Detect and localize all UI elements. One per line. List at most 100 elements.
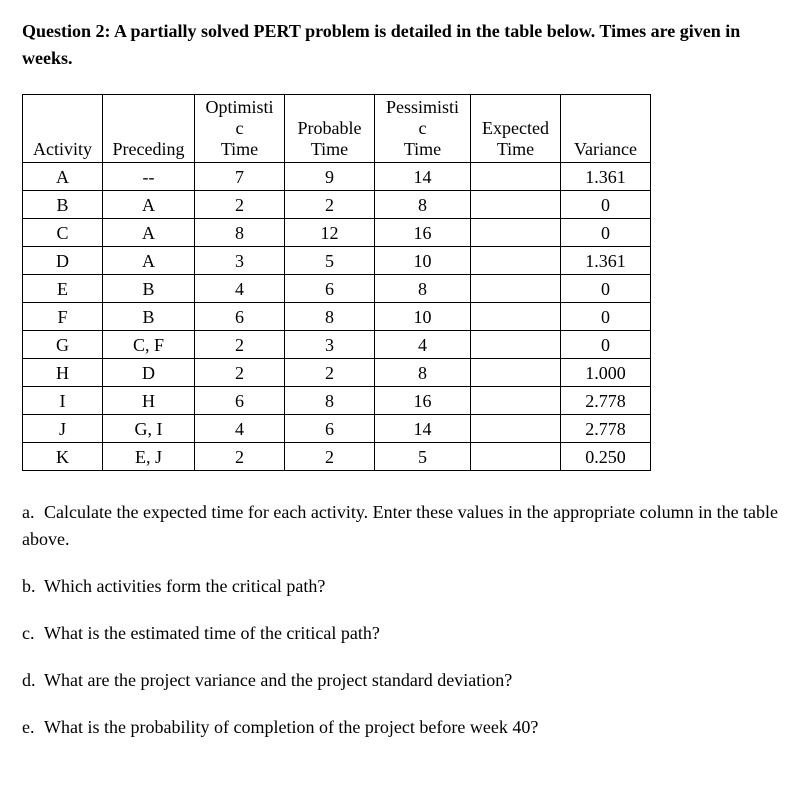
cell-pess: 14 <box>375 163 471 191</box>
cell-activity: I <box>23 387 103 415</box>
cell-var: 2.778 <box>561 387 651 415</box>
cell-exp <box>471 247 561 275</box>
cell-preceding: H <box>103 387 195 415</box>
cell-pess: 14 <box>375 415 471 443</box>
cell-var: 0 <box>561 275 651 303</box>
sub-question-d: d.What are the project variance and the … <box>22 667 790 694</box>
cell-var: 0.250 <box>561 443 651 471</box>
sub-questions-container: a.Calculate the expected time for each a… <box>22 499 790 741</box>
cell-opt: 7 <box>195 163 285 191</box>
cell-var: 1.000 <box>561 359 651 387</box>
cell-exp <box>471 359 561 387</box>
cell-prob: 6 <box>285 275 375 303</box>
cell-opt: 3 <box>195 247 285 275</box>
cell-activity: K <box>23 443 103 471</box>
question-title: Question 2: A partially solved PERT prob… <box>22 18 790 72</box>
cell-var: 0 <box>561 331 651 359</box>
cell-activity: G <box>23 331 103 359</box>
cell-pess: 8 <box>375 275 471 303</box>
cell-preceding: A <box>103 191 195 219</box>
cell-prob: 2 <box>285 191 375 219</box>
sub-q-text: Which activities form the critical path? <box>44 576 325 596</box>
cell-preceding: C, F <box>103 331 195 359</box>
header-pessimistic: PessimisticTime <box>375 95 471 163</box>
sub-question-e: e.What is the probability of completion … <box>22 714 790 741</box>
cell-exp <box>471 275 561 303</box>
cell-prob: 5 <box>285 247 375 275</box>
cell-preceding: D <box>103 359 195 387</box>
table-row: IH6816 2.778 <box>23 387 651 415</box>
sub-q-text: What is the estimated time of the critic… <box>44 623 380 643</box>
table-row: CA81216 0 <box>23 219 651 247</box>
cell-preceding: -- <box>103 163 195 191</box>
cell-activity: H <box>23 359 103 387</box>
cell-opt: 2 <box>195 331 285 359</box>
cell-activity: B <box>23 191 103 219</box>
header-activity: Activity <box>23 95 103 163</box>
cell-opt: 6 <box>195 303 285 331</box>
cell-prob: 6 <box>285 415 375 443</box>
cell-pess: 16 <box>375 387 471 415</box>
sub-question-c: c.What is the estimated time of the crit… <box>22 620 790 647</box>
cell-pess: 16 <box>375 219 471 247</box>
cell-activity: F <box>23 303 103 331</box>
cell-var: 0 <box>561 191 651 219</box>
table-row: DA35101.361 <box>23 247 651 275</box>
table-row: HD2281.000 <box>23 359 651 387</box>
cell-var: 1.361 <box>561 163 651 191</box>
cell-opt: 2 <box>195 191 285 219</box>
header-optimistic: OptimisticTime <box>195 95 285 163</box>
cell-exp <box>471 219 561 247</box>
table-row: KE, J2250.250 <box>23 443 651 471</box>
cell-prob: 8 <box>285 303 375 331</box>
table-row: EB468 0 <box>23 275 651 303</box>
cell-pess: 4 <box>375 331 471 359</box>
sub-q-letter: a. <box>22 499 44 526</box>
table-row: GC, F2340 <box>23 331 651 359</box>
table-row: BA2280 <box>23 191 651 219</box>
cell-exp <box>471 415 561 443</box>
cell-preceding: E, J <box>103 443 195 471</box>
cell-preceding: A <box>103 247 195 275</box>
cell-preceding: B <box>103 275 195 303</box>
cell-opt: 4 <box>195 415 285 443</box>
cell-preceding: A <box>103 219 195 247</box>
cell-activity: C <box>23 219 103 247</box>
cell-prob: 2 <box>285 359 375 387</box>
cell-prob: 8 <box>285 387 375 415</box>
cell-pess: 5 <box>375 443 471 471</box>
sub-question-b: b.Which activities form the critical pat… <box>22 573 790 600</box>
header-variance: Variance <box>561 95 651 163</box>
sub-question-a: a.Calculate the expected time for each a… <box>22 499 790 553</box>
sub-q-letter: b. <box>22 573 44 600</box>
cell-exp <box>471 387 561 415</box>
cell-activity: A <box>23 163 103 191</box>
cell-activity: J <box>23 415 103 443</box>
cell-activity: E <box>23 275 103 303</box>
cell-var: 1.361 <box>561 247 651 275</box>
cell-exp <box>471 443 561 471</box>
cell-opt: 4 <box>195 275 285 303</box>
cell-prob: 12 <box>285 219 375 247</box>
cell-opt: 8 <box>195 219 285 247</box>
cell-var: 0 <box>561 303 651 331</box>
cell-exp <box>471 331 561 359</box>
cell-var: 0 <box>561 219 651 247</box>
cell-prob: 2 <box>285 443 375 471</box>
sub-q-letter: d. <box>22 667 44 694</box>
sub-q-text: Calculate the expected time for each act… <box>22 502 778 549</box>
header-preceding: Preceding <box>103 95 195 163</box>
cell-exp <box>471 303 561 331</box>
cell-prob: 9 <box>285 163 375 191</box>
sub-q-text: What is the probability of completion of… <box>44 717 538 737</box>
cell-opt: 6 <box>195 387 285 415</box>
cell-preceding: G, I <box>103 415 195 443</box>
sub-q-letter: e. <box>22 714 44 741</box>
sub-q-letter: c. <box>22 620 44 647</box>
pert-table: Activity Preceding OptimisticTime Probab… <box>22 94 651 471</box>
cell-pess: 8 <box>375 359 471 387</box>
cell-var: 2.778 <box>561 415 651 443</box>
cell-activity: D <box>23 247 103 275</box>
table-row: FB68100 <box>23 303 651 331</box>
cell-preceding: B <box>103 303 195 331</box>
